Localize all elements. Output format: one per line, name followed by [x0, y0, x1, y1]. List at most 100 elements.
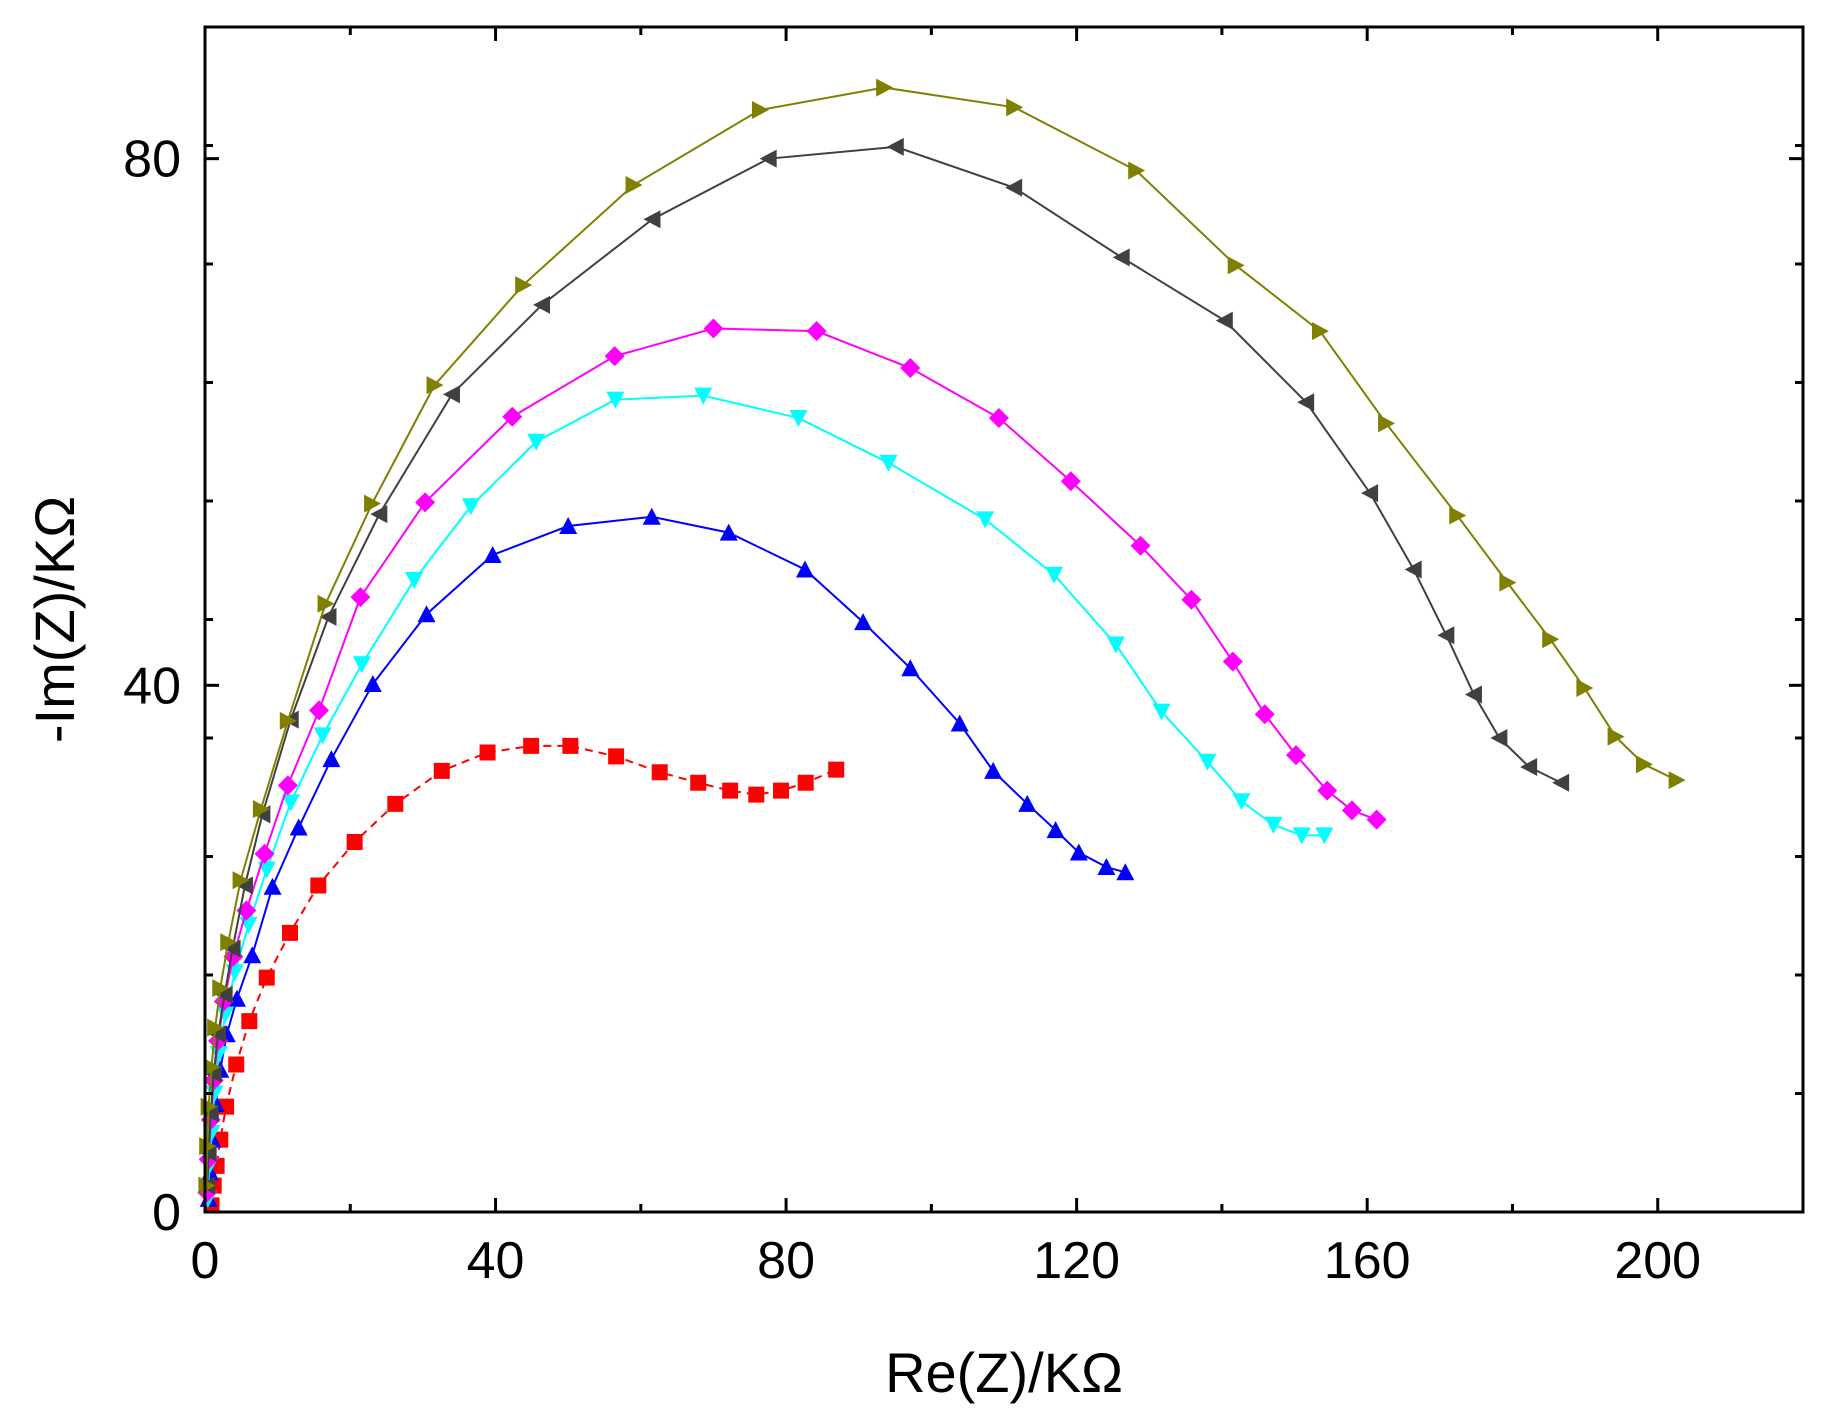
series-series-5: [198, 137, 1570, 1195]
data-point: [1499, 573, 1517, 592]
data-point: [901, 659, 920, 677]
data-point: [1341, 800, 1362, 821]
data-point: [281, 794, 300, 812]
data-point: [215, 985, 233, 1004]
data-point: [1060, 471, 1081, 492]
data-point: [201, 1104, 219, 1123]
data-point: [281, 924, 298, 941]
data-point: [279, 711, 297, 730]
data-point: [209, 1025, 227, 1044]
y-tick-label: 0: [152, 1184, 181, 1242]
data-point: [220, 933, 238, 952]
x-tick-label: 200: [1614, 1232, 1701, 1290]
data-point: [643, 210, 661, 229]
data-point: [207, 1018, 225, 1037]
data-point: [1232, 793, 1251, 811]
data-point: [479, 744, 496, 761]
data-point: [1198, 753, 1217, 771]
data-point: [1285, 745, 1306, 766]
data-point: [254, 843, 275, 864]
data-point: [559, 517, 578, 535]
data-point: [1668, 771, 1686, 790]
data-point: [502, 406, 523, 427]
data-point: [1378, 414, 1396, 433]
series-line: [205, 86, 1678, 1186]
data-point: [415, 492, 436, 513]
data-point: [204, 1064, 222, 1083]
data-point: [241, 1013, 258, 1030]
data-point: [828, 761, 845, 778]
data-point: [1311, 322, 1329, 341]
data-point: [1292, 827, 1311, 845]
data-point: [387, 795, 404, 812]
data-point: [1254, 704, 1275, 725]
series-series-6: [198, 78, 1686, 1195]
data-point: [289, 818, 308, 836]
data-point: [1552, 773, 1570, 792]
data-point: [1297, 393, 1315, 412]
data-point: [1046, 821, 1065, 839]
data-point: [243, 946, 262, 964]
data-point: [1112, 248, 1130, 267]
x-tick-label: 120: [1033, 1232, 1120, 1290]
data-point: [751, 100, 769, 119]
data-point: [748, 786, 765, 803]
data-point: [322, 750, 341, 768]
data-point: [1222, 651, 1243, 672]
data-point: [198, 1176, 216, 1195]
data-point: [789, 410, 808, 428]
data-point: [1542, 630, 1560, 649]
data-point: [527, 433, 546, 451]
data-point: [759, 149, 777, 168]
data-point: [900, 358, 921, 379]
data-point: [1607, 727, 1625, 746]
data-point: [1576, 678, 1594, 697]
data-point: [1520, 757, 1538, 776]
data-point: [876, 78, 894, 97]
data-point: [1018, 794, 1037, 812]
data-point: [1437, 626, 1455, 645]
x-tick-label: 160: [1324, 1232, 1411, 1290]
data-point: [1116, 863, 1135, 881]
data-point: [426, 376, 444, 395]
data-point: [1635, 755, 1653, 774]
data-point: [277, 775, 298, 796]
series-series-1: [203, 737, 845, 1214]
data-point: [1464, 685, 1482, 704]
data-point: [690, 774, 707, 791]
data-point: [1128, 161, 1146, 180]
data-point: [523, 737, 540, 754]
data-point: [350, 587, 371, 608]
data-point: [1449, 506, 1467, 525]
data-point: [1045, 566, 1064, 584]
data-point: [533, 295, 551, 314]
data-point: [950, 714, 969, 732]
data-point: [232, 871, 250, 890]
x-tick-label: 80: [757, 1232, 815, 1290]
data-point: [604, 346, 625, 367]
data-point: [310, 877, 327, 894]
data-point: [203, 1058, 221, 1077]
y-tick-label: 40: [123, 657, 181, 715]
data-point: [461, 498, 480, 516]
data-point: [1366, 809, 1387, 830]
data-point: [1404, 560, 1422, 579]
tick-layer: 0 40 80 120 160 200 0 40 80: [123, 27, 1803, 1290]
data-point: [258, 969, 275, 986]
series-layer: [197, 78, 1686, 1214]
data-point: [1490, 729, 1508, 747]
data-point: [1152, 703, 1171, 721]
y-axis-label: -Im(Z)/KΩ: [23, 496, 86, 743]
data-point: [1315, 827, 1334, 845]
plot-frame: [203, 25, 1805, 1214]
y-tick-label: 80: [123, 131, 181, 189]
data-point: [209, 1046, 228, 1063]
data-point: [199, 1143, 217, 1162]
data-point: [363, 675, 382, 693]
data-point: [405, 572, 424, 589]
series-series-2: [199, 507, 1135, 1207]
data-point: [417, 605, 436, 623]
data-point: [252, 800, 270, 819]
data-point: [313, 727, 332, 745]
